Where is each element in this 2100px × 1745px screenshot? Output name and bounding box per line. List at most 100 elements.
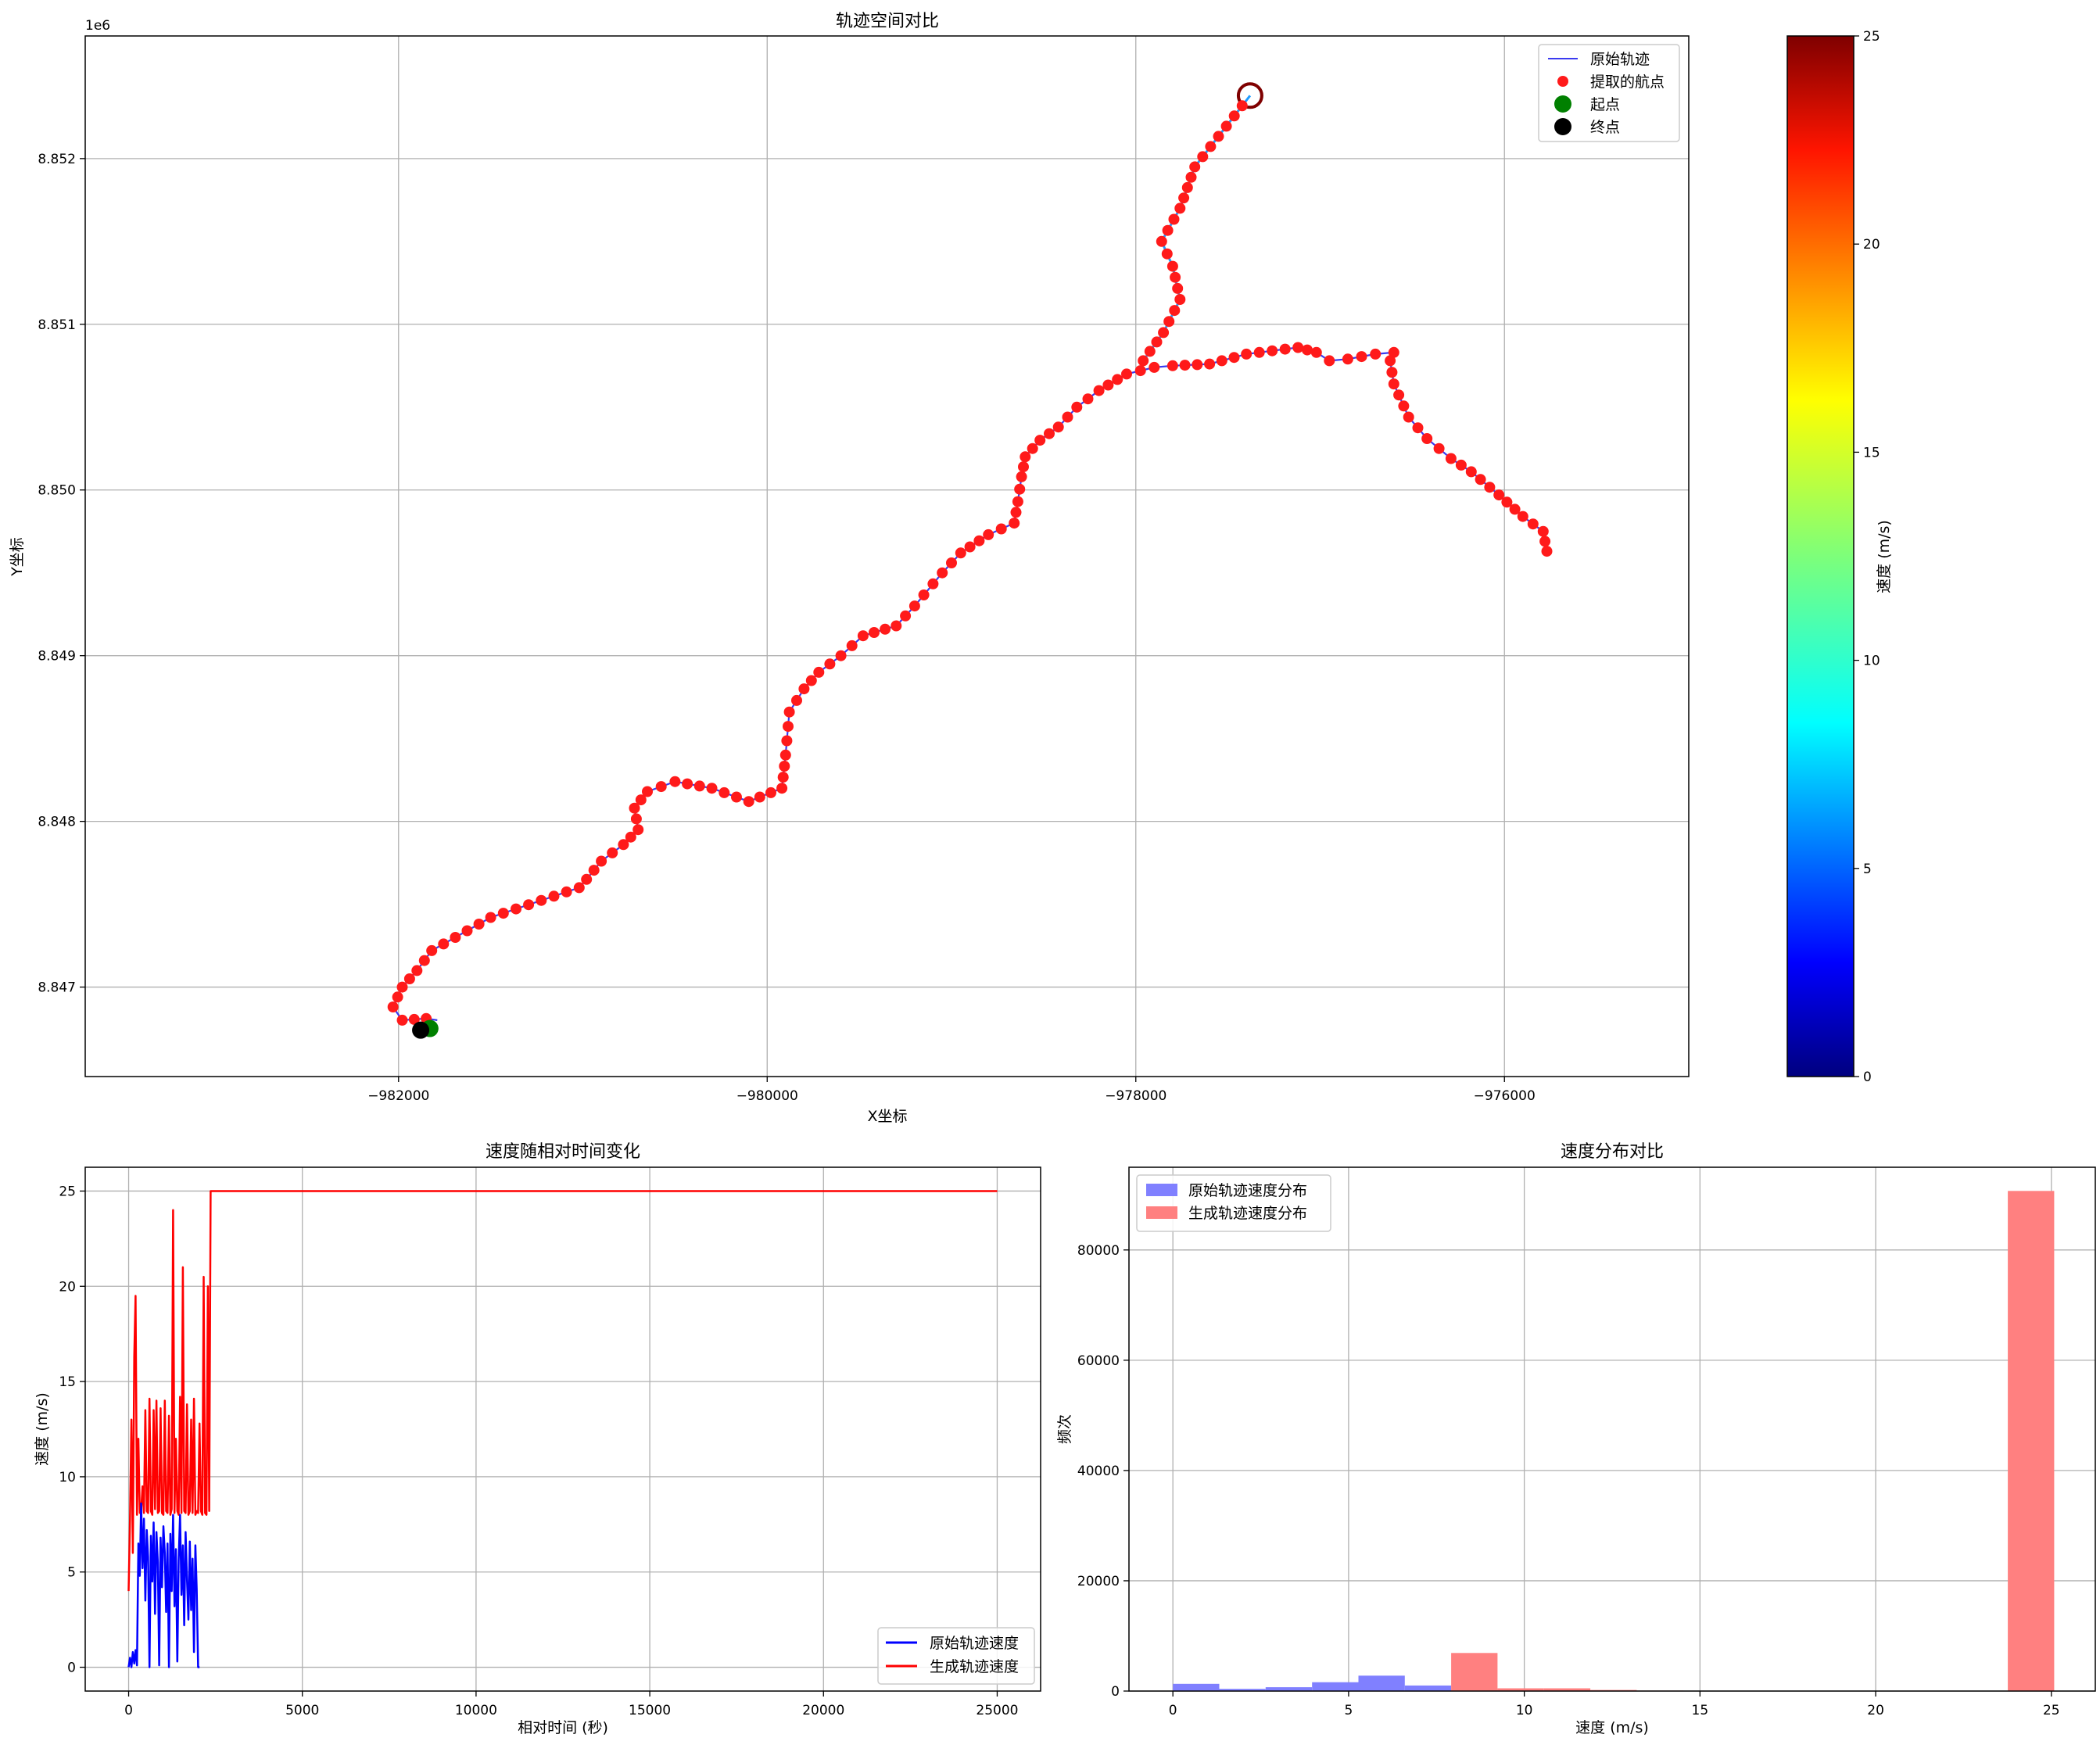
- waypoint: [461, 925, 473, 937]
- waypoint: [1014, 483, 1026, 495]
- waypoint: [411, 965, 423, 976]
- y-tick-label: 25: [59, 1184, 76, 1199]
- waypoint: [523, 899, 535, 911]
- waypoint: [1010, 507, 1022, 518]
- waypoint: [1537, 525, 1549, 537]
- x-axis-label: 速度 (m/s): [1575, 1719, 1649, 1736]
- hist-bar-generated: [1451, 1653, 1498, 1691]
- x-tick-label: −978000: [1105, 1088, 1166, 1104]
- y-tick-label: 20: [59, 1279, 76, 1295]
- y-offset-label: 1e6: [85, 18, 110, 34]
- waypoint: [473, 919, 485, 930]
- waypoint: [1174, 294, 1186, 305]
- x-tick-label: −982000: [367, 1088, 429, 1104]
- waypoint: [1027, 443, 1038, 454]
- legend: 原始轨迹 提取的航点 起点 终点: [1538, 44, 1680, 142]
- waypoint: [485, 912, 496, 923]
- hist-bar-generated: [1497, 1688, 1544, 1691]
- x-axis-label: X坐标: [867, 1108, 907, 1125]
- waypoint: [1517, 511, 1528, 522]
- waypoint: [403, 973, 415, 984]
- plot-area: [387, 82, 1553, 1039]
- y-tick-label: 10: [59, 1470, 76, 1485]
- legend: 原始轨迹速度分布 生成轨迹速度分布: [1136, 1174, 1331, 1232]
- waypoint: [776, 783, 788, 794]
- waypoint: [1156, 235, 1167, 247]
- waypoint: [1093, 385, 1105, 396]
- legend: 原始轨迹速度 生成轨迹速度: [877, 1627, 1035, 1685]
- waypoint: [1020, 451, 1031, 463]
- waypoint: [1324, 355, 1335, 367]
- waypoint: [682, 778, 693, 790]
- axes-frame: [1128, 1166, 2096, 1692]
- waypoint: [536, 894, 547, 906]
- waypoint: [779, 761, 790, 772]
- waypoint: [630, 813, 642, 825]
- waypoint: [669, 776, 681, 787]
- x-tick-label: −980000: [736, 1088, 798, 1104]
- waypoint: [438, 938, 450, 950]
- waypoint: [900, 610, 912, 622]
- waypoint: [1189, 161, 1201, 173]
- waypoint: [846, 640, 858, 651]
- waypoint: [693, 780, 705, 792]
- waypoint: [777, 772, 789, 783]
- chart-title: 速度分布对比: [1561, 1142, 1664, 1162]
- waypoint: [1310, 346, 1322, 358]
- waypoint: [1009, 518, 1020, 529]
- waypoint: [1179, 360, 1191, 371]
- waypoint: [1527, 518, 1539, 530]
- waypoint: [946, 557, 957, 568]
- waypoint: [927, 578, 939, 589]
- legend-label-end: 终点: [1590, 119, 1620, 136]
- waypoint: [1181, 181, 1193, 193]
- waypoint: [1170, 271, 1181, 283]
- waypoint: [1421, 433, 1433, 444]
- x-tick-label: −976000: [1474, 1088, 1536, 1104]
- waypoint: [1433, 443, 1445, 454]
- waypoint: [1509, 503, 1521, 515]
- waypoint: [573, 882, 585, 894]
- waypoint: [1455, 459, 1467, 471]
- y-tick-label: 8.850: [38, 483, 76, 499]
- waypoint: [1204, 358, 1216, 370]
- waypoint: [791, 694, 802, 706]
- waypoint: [633, 824, 644, 836]
- grid: [1129, 1167, 2095, 1692]
- waypoint: [618, 839, 629, 851]
- waypoint: [1253, 346, 1265, 358]
- waypoint: [1018, 461, 1029, 473]
- x-tick-label: 20000: [802, 1703, 844, 1718]
- y-axis-ticks: 0 5 10 15 20 25: [59, 1184, 85, 1676]
- waypoint: [1161, 248, 1173, 260]
- hist-bar-original: [1219, 1689, 1266, 1691]
- plot-area: [127, 1190, 998, 1668]
- waypoint: [418, 955, 430, 966]
- waypoint: [426, 944, 438, 956]
- plot-area: [1173, 1191, 2055, 1691]
- waypoint: [1134, 365, 1146, 377]
- waypoint: [955, 547, 966, 559]
- waypoint: [805, 675, 817, 686]
- colorbar-tick-label: 10: [1863, 654, 1880, 669]
- y-axis-label: 频次: [1056, 1414, 1073, 1444]
- waypoint: [607, 847, 618, 858]
- legend-label-waypoint: 提取的航点: [1590, 73, 1665, 91]
- legend-label-original: 原始轨迹: [1590, 51, 1650, 68]
- waypoint: [1412, 422, 1424, 434]
- waypoint: [635, 794, 647, 806]
- colorbar: 0 5 10 15 20 25 速度 (m/s): [1786, 29, 1893, 1085]
- waypoint: [1121, 368, 1132, 380]
- waypoint: [1302, 344, 1313, 356]
- waypoint: [1267, 345, 1278, 357]
- y-tick-label: 8.848: [38, 815, 76, 830]
- original-trajectory-line: [392, 346, 1548, 1022]
- waypoint: [1484, 482, 1496, 493]
- waypoint: [1493, 489, 1505, 501]
- x-tick-label: 5: [1344, 1703, 1353, 1718]
- waypoint: [1112, 374, 1123, 385]
- waypoint: [1158, 327, 1170, 339]
- waypoint: [408, 1013, 420, 1025]
- x-tick-label: 10: [1516, 1703, 1533, 1718]
